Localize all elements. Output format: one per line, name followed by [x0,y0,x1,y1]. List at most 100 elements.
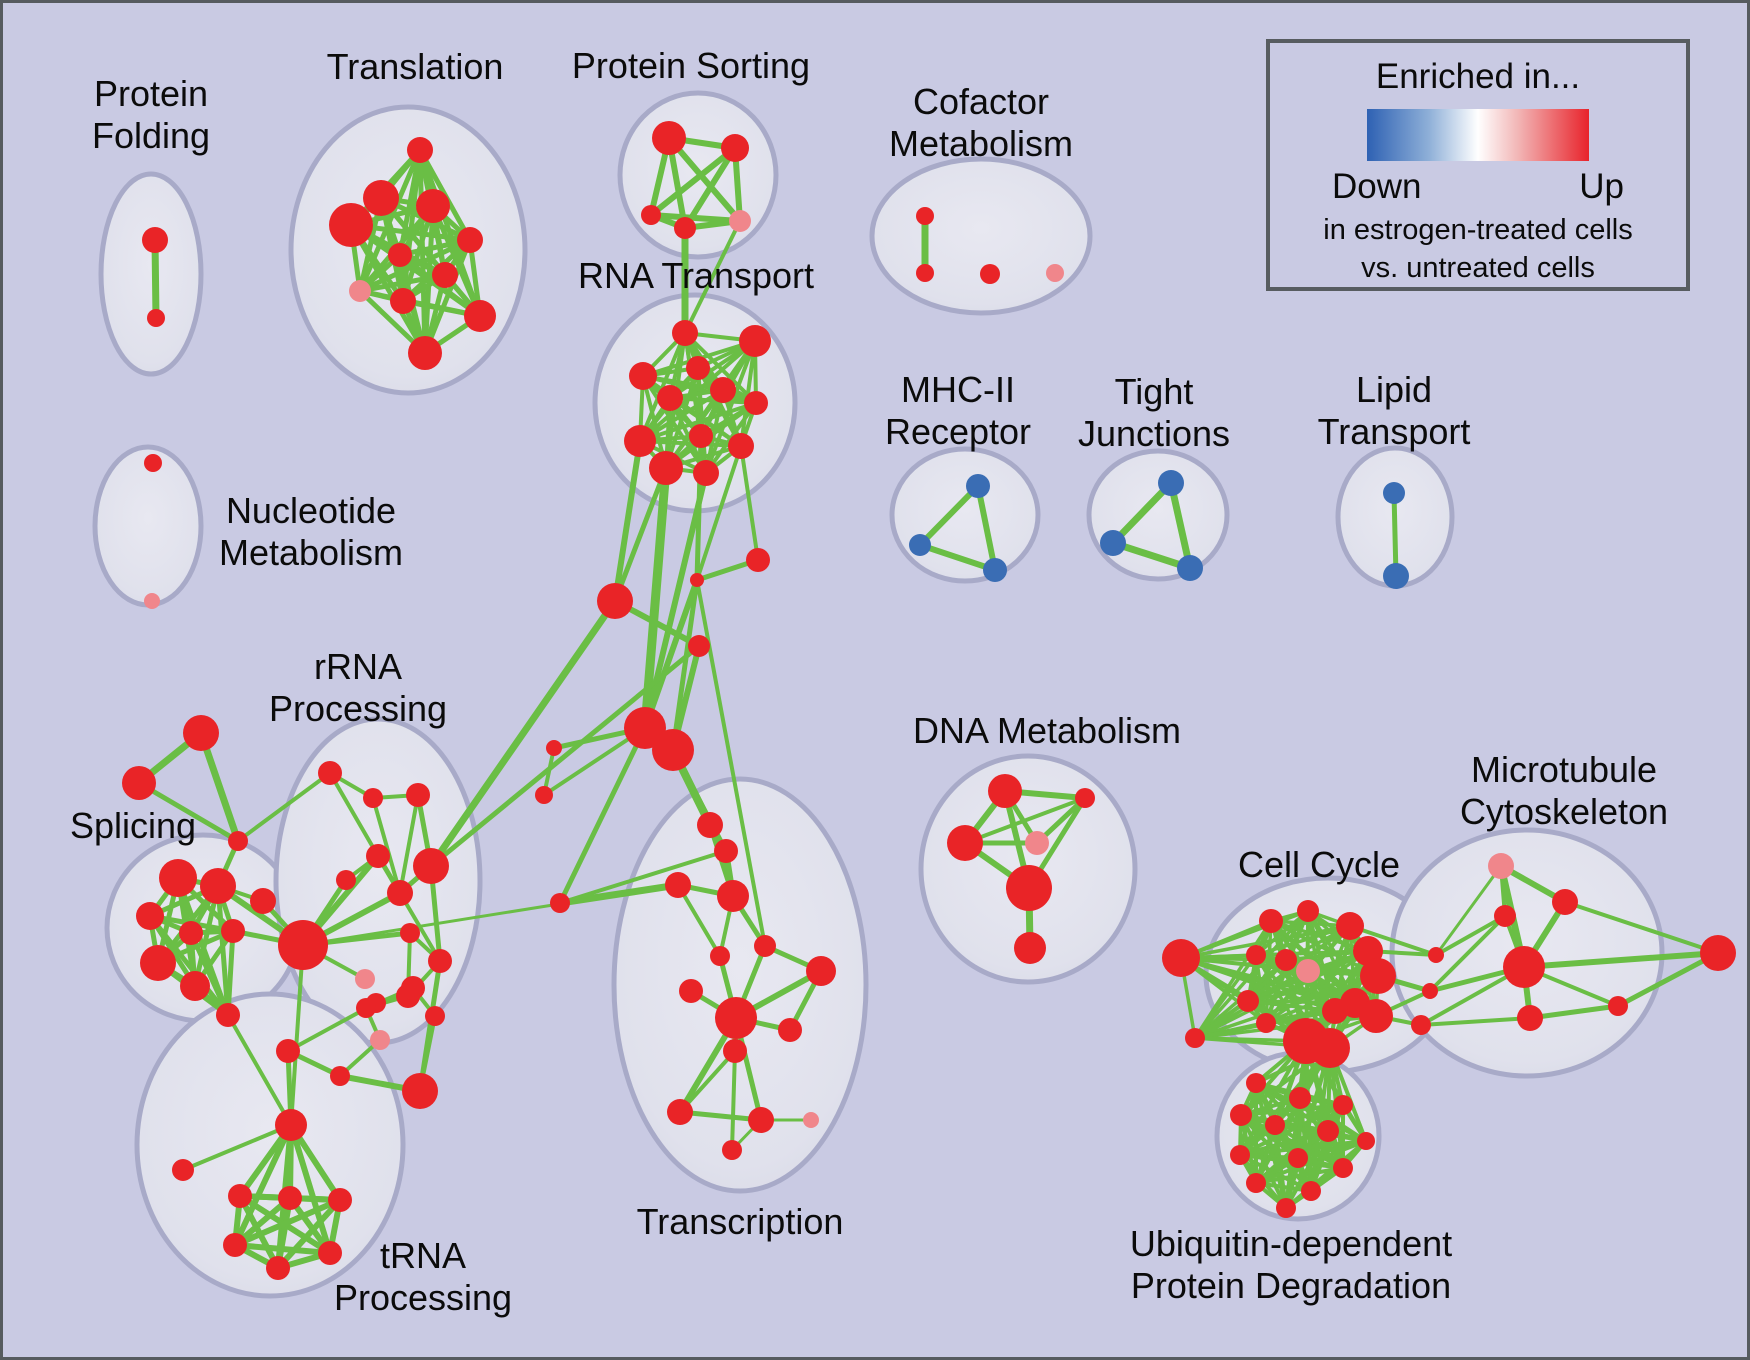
gene-set-node [147,309,165,327]
cluster-label-cell-cycle: Cell Cycle [1238,844,1400,885]
gene-set-node [803,1112,819,1128]
edge [682,145,738,231]
legend-title: Enriched in... [1375,57,1581,96]
gene-set-node [746,548,770,572]
gene-set-node [180,971,210,1001]
edge [1109,479,1175,547]
legend: Enriched in... Down Up in estrogen-treat… [1266,39,1690,291]
edge [1167,479,1194,572]
edge [641,374,708,475]
edge [1521,950,1721,970]
gene-set-node [652,729,694,771]
cluster-label-line: Folding [92,115,210,156]
edge [371,796,402,895]
gene-set-node [406,783,430,807]
gene-set-node [679,979,703,1003]
cluster-label-dna-metabolism: DNA Metabolism [913,710,1181,751]
gene-set-node [221,919,245,943]
cluster-bubble-nucleotide-metabolism [92,444,204,608]
gene-set-node [1075,788,1095,808]
edge [232,1195,293,1248]
gene-set-node [266,1256,290,1280]
cluster-label-line: Metabolism [889,123,1073,164]
gene-set-node [641,205,661,225]
gene-set-node [228,831,248,851]
gene-set-node [366,844,390,868]
edge [730,1049,737,1152]
gene-set-node [408,336,442,370]
gene-set-node [1488,853,1514,879]
gene-set-node [1288,1148,1308,1168]
gene-set-node [1265,1115,1285,1135]
gene-set-node [1158,470,1184,496]
edge [357,272,448,294]
cluster-label-line: Metabolism [219,532,403,573]
gene-set-node [657,385,683,411]
cluster-label-lipid-transport: Lipid Transport [1318,369,1471,452]
gene-set-node [806,956,836,986]
gene-set-node [1230,1104,1252,1126]
edge [136,780,241,844]
gene-set-node [1333,1158,1353,1178]
gene-set-node [142,227,168,253]
edge [1284,1046,1332,1210]
edge [683,331,758,405]
edge [917,542,998,573]
gene-set-node [1025,831,1049,855]
gene-set-node [1014,932,1046,964]
gene-set-node [464,300,496,332]
gene-set-node [715,997,757,1039]
gene-set-node [318,1241,342,1265]
cluster-label-line: Junctions [1078,413,1230,454]
edge [1254,1046,1332,1185]
gene-set-node [140,945,176,981]
gene-set-node [200,868,236,904]
edge [422,237,473,356]
gene-set-node [710,946,730,966]
edge [1563,900,1720,955]
cluster-label-line: Ubiquitin-dependent [1130,1223,1452,1264]
gene-set-node [686,356,710,380]
edge [683,219,742,335]
edge [232,1122,294,1248]
edge [695,444,743,582]
edge [642,577,700,731]
cluster-bubble-protein-folding [98,171,204,377]
cluster-label-splicing: Splicing [70,805,196,846]
edge [612,465,669,604]
gene-set-node [388,243,412,267]
gene-set-node [216,1003,240,1027]
gene-set-node [363,180,399,216]
gene-set-node [597,583,633,619]
edge [1193,953,1258,1040]
gene-set-node [1383,482,1405,504]
edge [739,339,757,448]
cluster-label-line: Cell Cycle [1238,844,1400,885]
edge [428,643,702,869]
edge [1179,909,1310,960]
edge [1428,914,1507,993]
gene-set-node [144,593,160,609]
gene-set-node [1700,935,1736,971]
cluster-label-line: Protein Sorting [572,45,810,86]
gene-set-node [1046,264,1064,282]
gene-set-node [428,949,452,973]
cluster-label-line: Microtubule [1471,749,1657,790]
gene-set-node [916,264,934,282]
edge [215,883,231,1018]
cluster-label-line: Transport [1318,411,1471,452]
edge [1109,539,1194,572]
edge [181,1123,293,1172]
gene-set-node [748,1107,774,1133]
gene-set-node [1301,1181,1321,1201]
gene-set-node [1322,998,1348,1024]
gene-set-node [1422,983,1438,999]
gene-set-node [546,740,562,756]
gene-set-node [370,1030,390,1050]
edge [668,396,758,405]
cluster-label-line: MHC-II [901,369,1015,410]
edge [557,725,648,906]
gene-set-node [122,766,156,800]
cluster-bubble-cofactor-metabolism [869,156,1093,316]
edge [328,771,380,858]
